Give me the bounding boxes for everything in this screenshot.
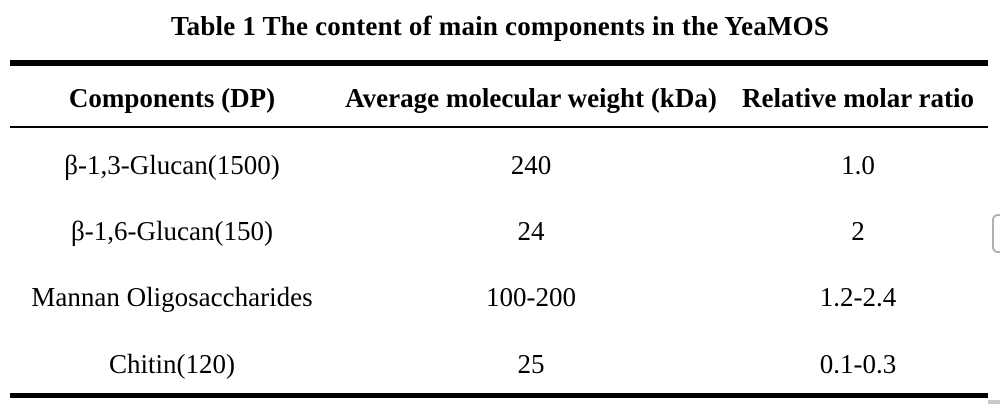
cell-relative-molar-ratio: 1.2-2.4: [819, 282, 897, 313]
table-bottom-rule: [10, 393, 988, 398]
scroll-corner-fragment: [988, 400, 1000, 404]
cell-avg-molecular-weight: 240: [510, 149, 552, 180]
scrollbar-thumb-fragment[interactable]: [992, 214, 1000, 253]
cell-relative-molar-ratio: 0.1-0.3: [819, 348, 897, 379]
table-row: β-1,3-Glucan(1500) 240 1.0: [10, 128, 988, 194]
cell-relative-molar-ratio: 2: [851, 216, 865, 247]
components-table: Components (DP) Average molecular weight…: [10, 60, 988, 398]
cell-avg-molecular-weight: 25: [517, 348, 545, 379]
cell-component: β-1,6-Glucan(150): [71, 216, 273, 247]
cell-avg-molecular-weight: 24: [517, 216, 545, 247]
cell-component: Chitin(120): [109, 348, 235, 379]
table-row: Mannan Oligosaccharides 100-200 1.2-2.4: [10, 261, 988, 327]
col-header-relative-molar-ratio: Relative molar ratio: [742, 83, 974, 114]
cell-component: Mannan Oligosaccharides: [31, 282, 313, 313]
table-caption: Table 1 The content of main components i…: [170, 11, 830, 41]
cell-relative-molar-ratio: 1.0: [841, 149, 875, 180]
cell-component: β-1,3-Glucan(1500): [64, 149, 280, 180]
table-row: β-1,6-Glucan(150) 24 2: [10, 194, 988, 260]
cell-avg-molecular-weight: 100-200: [486, 282, 576, 313]
table-row: Chitin(120) 25 0.1-0.3: [10, 327, 988, 393]
col-header-components: Components (DP): [68, 83, 276, 114]
col-header-average-molecular-weight: Average molecular weight (kDa): [345, 83, 717, 114]
table-header-row: Components (DP) Average molecular weight…: [10, 66, 988, 126]
table-top-rule: [10, 60, 988, 66]
table-header-rule: [10, 126, 988, 128]
